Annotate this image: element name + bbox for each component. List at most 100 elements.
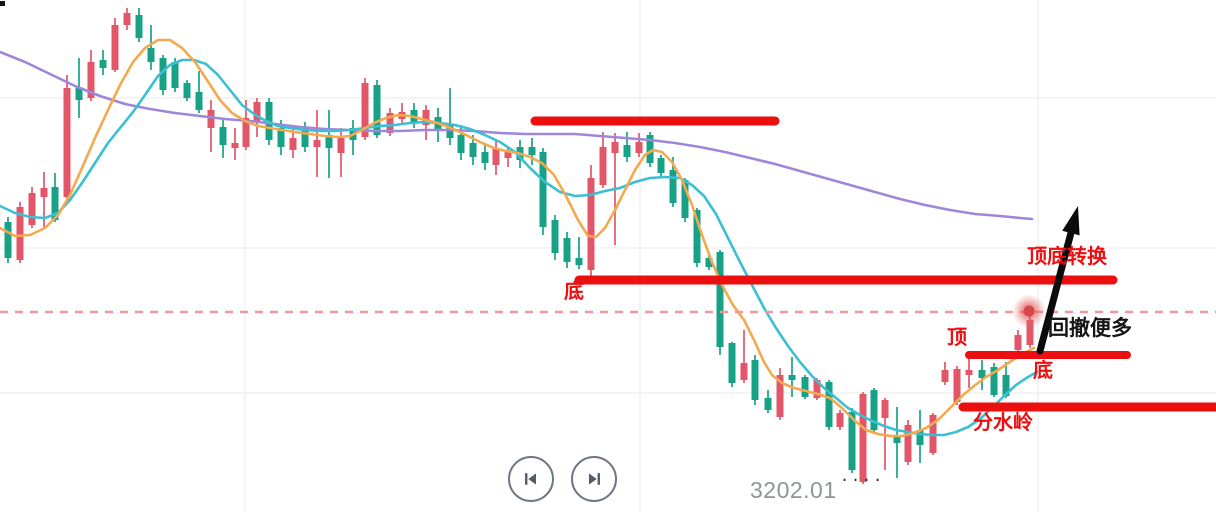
candle-body [916, 430, 924, 445]
playback-controls [508, 456, 617, 502]
drawn-arrow-head [1062, 206, 1080, 236]
candle-body [63, 88, 71, 197]
candle-body [859, 394, 867, 482]
candle-body [904, 425, 912, 462]
annotation-label: 顶底转换 [1027, 244, 1107, 268]
candle-body [446, 125, 454, 138]
ma-slow-purple-line [0, 50, 1034, 221]
candle-body [51, 187, 59, 220]
candle-body [965, 370, 973, 375]
candle-body [740, 363, 748, 380]
candle-body [469, 143, 477, 157]
candle-body [788, 375, 796, 380]
candle-body [135, 15, 143, 38]
candle-body [681, 180, 689, 218]
candle-body [195, 92, 203, 110]
candle-body [277, 128, 285, 147]
annotation-label: 分水岭 [973, 410, 1033, 434]
candle-body [941, 370, 949, 382]
drawn-arrow-shaft [1036, 223, 1076, 355]
candle-body [99, 60, 107, 68]
candle-body [457, 135, 465, 153]
candle-body [147, 48, 155, 62]
candle-body [123, 13, 131, 25]
candle-body [253, 102, 261, 122]
candle-body [492, 148, 500, 165]
candle-body [587, 178, 595, 270]
candle-body [870, 390, 878, 430]
ma-mid-cyan-line [0, 58, 1039, 437]
candle-body [893, 435, 901, 443]
candle-body [669, 170, 677, 203]
candle-body [111, 25, 119, 70]
candle-body [16, 207, 24, 260]
candle-body [728, 343, 736, 383]
candle-body [289, 138, 297, 150]
candle-body [159, 58, 167, 90]
candle-body [373, 85, 381, 135]
candle-body [611, 142, 619, 153]
candle-body [75, 88, 83, 100]
candle-body [207, 110, 215, 128]
candle-body [183, 83, 191, 98]
candle-body [635, 142, 643, 153]
skip-forward-icon [588, 473, 600, 485]
candle-body [563, 238, 571, 262]
candle-body [990, 367, 998, 395]
price-low-dotted-marker: ···· [840, 471, 885, 489]
candle-body [386, 113, 394, 133]
candle-body [551, 220, 559, 253]
candle-body [776, 375, 784, 417]
candle-body [87, 62, 95, 98]
annotation-label: 回撤便多 [1048, 315, 1132, 340]
candle-body [623, 145, 631, 157]
candle-body [848, 412, 856, 470]
candle-body [313, 140, 321, 147]
candle-body [481, 152, 489, 163]
candle-body [978, 370, 986, 378]
candle-body [751, 360, 759, 400]
annotation-label: 底 [564, 279, 584, 303]
candle-body [575, 258, 583, 265]
skip-back-icon [525, 473, 537, 485]
price-low-label: 3202.01 [750, 477, 837, 503]
candle-body [504, 152, 512, 158]
candle-body [219, 127, 227, 145]
candle-body [361, 83, 369, 137]
candle-body [301, 128, 309, 147]
candle-body [801, 377, 809, 397]
candle-body [528, 147, 536, 155]
annotation-label: 顶 [947, 325, 967, 349]
skip-forward-button[interactable] [571, 456, 617, 502]
candle-body [705, 258, 713, 267]
candle-body [325, 135, 333, 148]
candle-body [657, 158, 665, 173]
candle-body [4, 222, 12, 258]
skip-back-button[interactable] [508, 456, 554, 502]
annotation-label: 底 [1033, 358, 1053, 382]
candle-body [716, 252, 724, 347]
candle-body [813, 380, 821, 398]
candle-body [953, 369, 961, 402]
ma-fast-orange-line [0, 38, 1036, 438]
candle-body [836, 413, 844, 427]
candle-body [693, 210, 701, 263]
highlight-dot [1023, 305, 1035, 317]
candle-body [40, 188, 48, 197]
candle-body [171, 62, 179, 88]
candle-body [422, 110, 430, 125]
candle-body [1002, 375, 1010, 396]
candle-body [539, 152, 547, 227]
candle-body [231, 143, 239, 148]
candle-body [881, 400, 889, 418]
candle-body [764, 398, 772, 410]
candle-body [337, 138, 345, 153]
candle-body [1026, 320, 1034, 345]
candle-body [28, 193, 36, 225]
corner-mark [0, 1, 5, 6]
candle-body [242, 118, 250, 147]
candle-body [599, 147, 607, 185]
candle-body [1014, 335, 1022, 350]
